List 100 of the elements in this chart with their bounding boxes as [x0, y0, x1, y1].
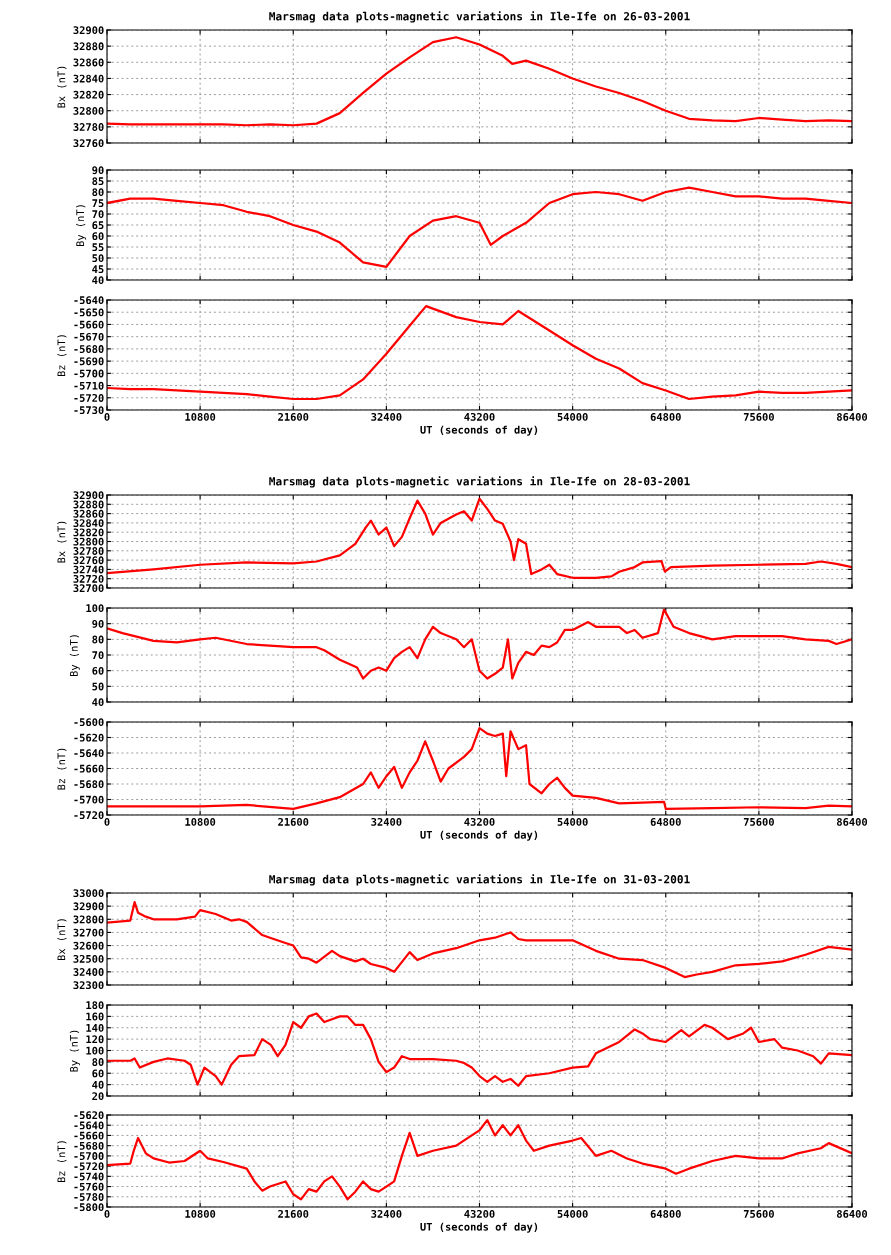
y-tick-label: -5670 [74, 332, 104, 341]
y-tick-label: -5680 [74, 1141, 104, 1150]
y-tick-label: 50 [92, 682, 104, 691]
y-tick-label: 32880 [73, 500, 104, 509]
y-tick-label: 120 [86, 1035, 104, 1044]
y-tick-label: 32900 [73, 26, 104, 35]
y-tick-label: -5720 [74, 394, 104, 402]
y-tick-label: 60 [92, 1069, 104, 1078]
x-tick-label: 54000 [557, 1209, 588, 1218]
y-tick-label: 50 [92, 254, 104, 263]
x-tick-label: 86400 [836, 1209, 868, 1218]
x-tick-label: 0 [104, 412, 110, 421]
y-tick-label: 33000 [73, 889, 104, 898]
y-tick-label: -5780 [74, 1193, 104, 1201]
line-series [107, 1012, 852, 1087]
x-tick-label: 43200 [464, 412, 495, 421]
y-tick-label: -5640 [74, 296, 104, 305]
x-tick-label: 75600 [743, 412, 774, 421]
x-tick-label: 21600 [278, 1209, 309, 1218]
y-tick-label: -5620 [74, 733, 104, 742]
y-tick-label: 32860 [73, 509, 104, 518]
x-tick-label: 43200 [464, 817, 495, 826]
y-tick-label: -5700 [74, 1152, 104, 1160]
y-tick-label: -5720 [74, 1162, 104, 1171]
y-tick-label: -5640 [74, 749, 104, 758]
y-tick-label: 32860 [73, 58, 104, 67]
y-tick-label: -5620 [74, 1111, 104, 1120]
x-axis-title: UT (seconds of day) [420, 425, 538, 436]
y-axis-title: Bz (nT) [57, 1141, 67, 1183]
y-tick-label: 90 [92, 166, 104, 175]
x-tick-label: 0 [104, 1209, 110, 1218]
y-tick-label: 180 [86, 1001, 104, 1010]
y-tick-label: 32840 [73, 74, 104, 83]
y-tick-label: -5800 [74, 1203, 104, 1212]
y-tick-label: 32600 [73, 941, 104, 950]
x-tick-label: 32400 [371, 1209, 402, 1218]
y-tick-label: -5640 [74, 1121, 104, 1130]
x-tick-label: 86400 [836, 817, 868, 826]
y-tick-label: -5650 [74, 308, 104, 317]
line-series [107, 186, 852, 268]
x-tick-label: 54000 [557, 817, 588, 826]
x-tick-label: 54000 [557, 412, 588, 421]
y-tick-label: 80 [92, 188, 104, 197]
y-tick-label: 40 [92, 698, 104, 707]
y-tick-label: 60 [92, 232, 104, 241]
y-tick-label: 60 [92, 666, 104, 675]
line-series [107, 901, 852, 979]
y-axis-title: Bx (nT) [57, 919, 67, 961]
y-axis-title: Bz (nT) [57, 748, 67, 790]
y-tick-label: -5710 [74, 381, 104, 390]
x-tick-label: 21600 [278, 817, 309, 826]
x-tick-label: 32400 [371, 817, 402, 826]
y-tick-label: 32300 [73, 981, 104, 990]
y-axis-title: Bx (nT) [57, 66, 67, 108]
y-tick-label: 100 [86, 604, 104, 613]
x-tick-label: 0 [104, 817, 110, 826]
y-tick-label: 65 [92, 221, 104, 230]
y-tick-label: -5700 [74, 369, 104, 378]
y-tick-label: 32700 [73, 584, 104, 593]
x-tick-label: 32400 [371, 412, 402, 421]
y-tick-label: 80 [92, 1058, 104, 1066]
x-tick-label: 10800 [185, 1209, 216, 1218]
y-tick-label: 20 [92, 1092, 104, 1101]
chart-title: Marsmag data plots-magnetic variations in Ile-Ife on 26-03-2001 [269, 11, 690, 23]
y-tick-label: -5660 [74, 1131, 104, 1140]
x-tick-label: 75600 [743, 817, 774, 826]
x-tick-label: 64800 [650, 1209, 681, 1218]
y-tick-label: 32900 [73, 902, 104, 911]
y-tick-label: 100 [86, 1046, 104, 1055]
y-tick-label: 32760 [73, 139, 104, 148]
y-tick-label: 32800 [73, 106, 104, 115]
x-tick-label: 10800 [185, 412, 216, 421]
y-tick-label: -5680 [74, 780, 104, 789]
y-axis-title: By (nT) [69, 635, 80, 677]
y-tick-label: 140 [86, 1023, 104, 1032]
x-tick-label: 21600 [278, 412, 309, 421]
x-tick-label: 86400 [836, 412, 868, 421]
y-axis-title: Bx (nT) [57, 521, 67, 563]
y-tick-label: -5760 [74, 1182, 104, 1191]
y-tick-label: 32900 [73, 491, 104, 500]
line-series [107, 727, 852, 810]
y-axis-title: By (nT) [76, 205, 87, 247]
y-tick-label: 75 [92, 199, 104, 208]
y-tick-label: 40 [92, 1080, 104, 1089]
y-tick-label: 45 [92, 265, 104, 274]
y-tick-label: 70 [92, 651, 104, 660]
line-series [107, 305, 852, 401]
y-tick-label: 32840 [73, 519, 104, 528]
y-tick-label: 32700 [73, 928, 104, 937]
y-tick-label: 55 [92, 243, 104, 252]
y-tick-label: -5720 [74, 811, 104, 820]
y-tick-label: 32400 [73, 968, 104, 976]
y-tick-label: 32780 [73, 123, 104, 131]
y-tick-label: 32760 [73, 556, 104, 565]
y-tick-label: 32800 [73, 915, 104, 924]
x-tick-label: 64800 [650, 412, 681, 421]
y-tick-label: -5740 [74, 1172, 104, 1181]
chart-title: Marsmag data plots-magnetic variations in Ile-Ife on 28-03-2001 [269, 476, 690, 488]
y-tick-label: -5690 [74, 357, 104, 366]
line-series [107, 36, 852, 127]
